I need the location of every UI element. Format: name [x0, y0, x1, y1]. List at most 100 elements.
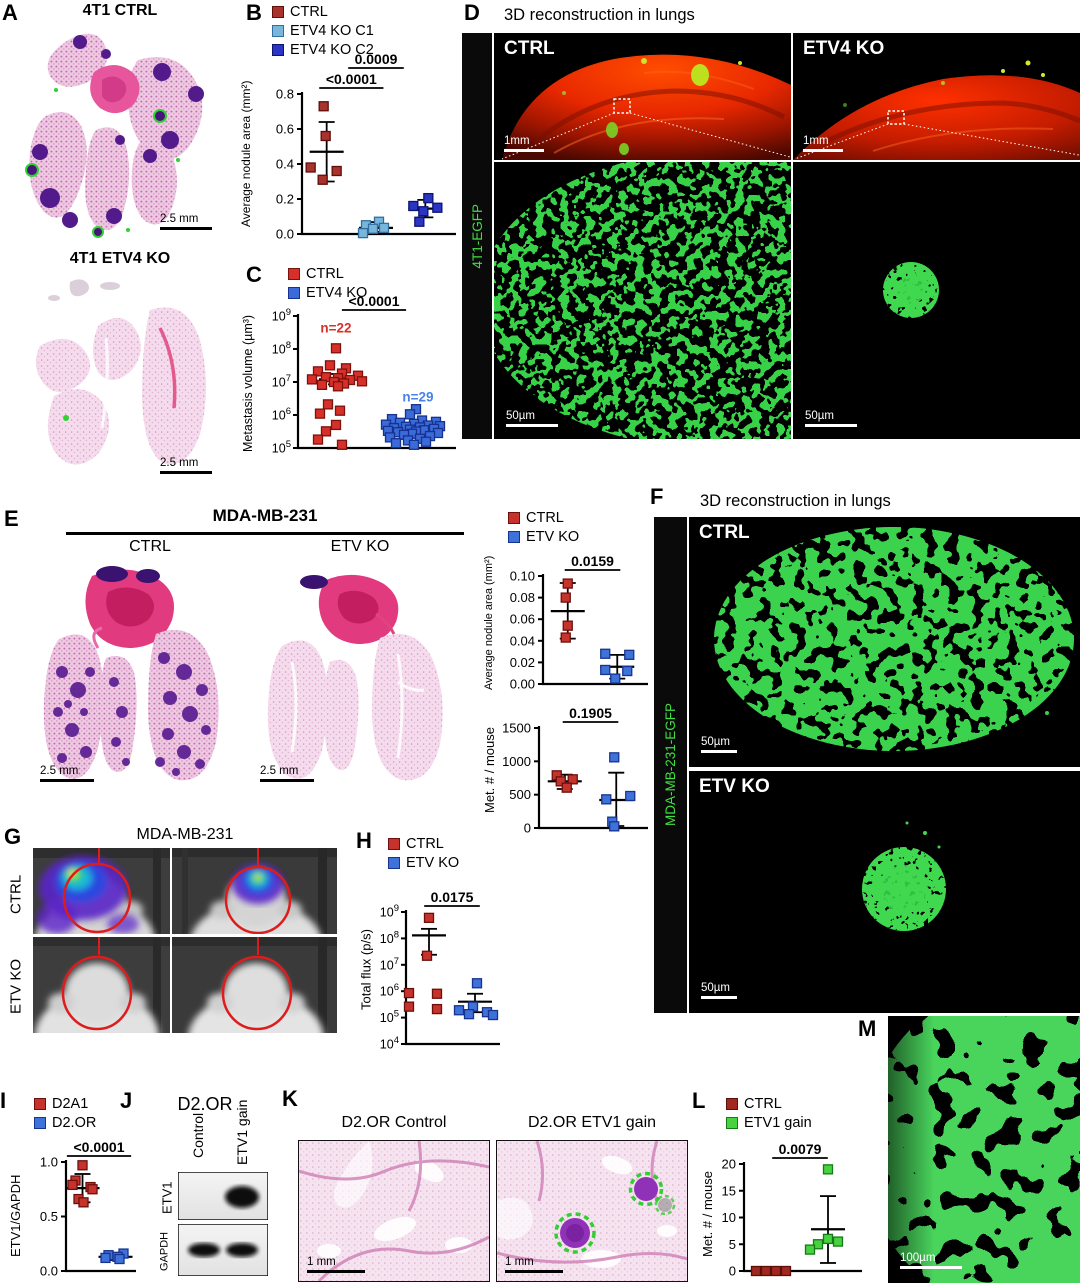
svg-text:0.0: 0.0 [276, 227, 294, 242]
svg-text:0.4: 0.4 [276, 157, 294, 172]
svg-text:108: 108 [272, 340, 291, 357]
panel-b-label: B [246, 0, 262, 25]
scalebar-line [160, 470, 212, 474]
scalebar: 1mm [803, 135, 843, 152]
panel-h-legend: CTRL ETV KO [388, 836, 459, 871]
biolum-etvko-mouse1 [33, 937, 170, 1033]
panel-b-chart: 0.0 0.2 0.4 0.6 0.8 <0.0001 0.0009 [256, 46, 458, 246]
legend-swatch [388, 857, 400, 869]
panel-c-ylabel: Metastasis volume (µm³) [240, 314, 255, 452]
image-label: CTRL [504, 38, 555, 59]
scalebar-line [40, 778, 94, 782]
scalebar-line [701, 995, 737, 999]
legend-label: ETV4 KO C1 [290, 23, 374, 39]
panel-j-label: J [120, 1088, 133, 1113]
svg-text:20: 20 [722, 1157, 736, 1172]
panel-i-legend: D2A1 D2.OR [34, 1096, 96, 1131]
image-label: ETV KO [699, 776, 770, 797]
scalebar-line [307, 1269, 365, 1273]
scalebar: 1mm [504, 135, 544, 152]
panel-g-row1-label: CTRL [7, 874, 25, 914]
reconstruction-mda-ctrl-art [689, 517, 1080, 767]
svg-text:0.0079: 0.0079 [779, 1141, 822, 1157]
legend-label: CTRL [306, 266, 344, 282]
legend-item: ETV4 KO C2 [272, 42, 374, 58]
panel-a-bottom-title: 4T1 ETV4 KO [69, 250, 171, 267]
panel-e-label: E [4, 506, 19, 531]
svg-text:0.0009: 0.0009 [355, 51, 398, 67]
panel-g-label: G [4, 824, 22, 849]
panel-e-chart1-ylabel: Average nodule area (mm²) [483, 555, 495, 691]
legend-swatch [288, 287, 300, 299]
legend-item: ETV1 gain [726, 1115, 812, 1131]
svg-text:0.02: 0.02 [510, 655, 535, 670]
svg-text:500: 500 [509, 787, 531, 802]
svg-text:1500: 1500 [502, 721, 531, 736]
legend-label: ETV1 gain [744, 1115, 812, 1131]
svg-text:109: 109 [380, 903, 399, 920]
legend-swatch [272, 44, 284, 56]
reconstruction-4t1-ctrl-image: 50µm [494, 162, 791, 439]
scalebar-text: 2.5 mm [160, 457, 199, 469]
panel-c-chart: 105 106 107 108 109 <0.0001 n=22 n=29 [258, 288, 458, 460]
legend-swatch [508, 531, 520, 543]
scalebar-text: 2.5 mm [260, 765, 299, 777]
legend-item: CTRL [726, 1096, 812, 1112]
legend-label: CTRL [406, 836, 444, 852]
legend-label: CTRL [526, 510, 564, 526]
legend-item: D2A1 [34, 1096, 96, 1112]
panel-e-chart1: 0.00 0.02 0.04 0.06 0.08 0.10 0.0159 [497, 548, 650, 696]
svg-text:0.0: 0.0 [40, 1264, 58, 1279]
panel-e-legend: CTRL ETV KO [508, 510, 579, 545]
scalebar-line [506, 423, 558, 427]
scalebar-text: 50µm [805, 410, 834, 422]
panel-e-chart2: 0 500 1000 1500 0.1905 [497, 700, 650, 840]
biolum-ctrl-mouse2 [172, 848, 337, 934]
scalebar-text: 50µm [701, 736, 730, 748]
scalebar-line [260, 778, 314, 782]
svg-text:<0.0001: <0.0001 [74, 1139, 125, 1155]
svg-text:0: 0 [729, 1264, 736, 1279]
panel-l-ylabel: Met. # / mouse [700, 1171, 715, 1257]
legend-item: ETV4 KO [288, 285, 367, 301]
scalebar-text: 1mm [803, 135, 829, 147]
panel-f-side-strip: MDA-MB-231-EGFP [654, 517, 687, 1013]
legend-label: ETV KO [526, 529, 580, 545]
scalebar: 100µm [900, 1252, 962, 1269]
reconstruction-4t1-ctrl-art [494, 162, 791, 439]
scalebar-line [504, 148, 544, 152]
panel-k-left-title: D2.OR Control [341, 1114, 447, 1131]
legend-label: D2.OR [52, 1115, 97, 1131]
panel-e-title-underline [66, 532, 464, 535]
svg-text:0.5: 0.5 [40, 1209, 58, 1224]
panel-e-ctrl-title: CTRL [129, 538, 171, 555]
histology-mda-ctrl-image: 2.5 mm [28, 562, 242, 798]
svg-text:0.1905: 0.1905 [569, 705, 612, 721]
panel-a-label: A [2, 0, 18, 25]
svg-text:105: 105 [380, 1009, 399, 1026]
svg-text:0.06: 0.06 [510, 612, 535, 627]
scalebar-line [505, 1269, 563, 1273]
westernblot-gapdh [178, 1224, 268, 1276]
scalebar: 50µm [805, 410, 857, 427]
svg-text:0.04: 0.04 [510, 633, 535, 648]
legend-item: CTRL [388, 836, 459, 852]
panel-f-title: 3D reconstruction in lungs [700, 492, 891, 510]
panel-d-label: D [464, 0, 480, 25]
scalebar: 50µm [506, 410, 558, 427]
panel-j-lane2-label: ETV1 gain [234, 1099, 250, 1165]
panel-l-label: L [692, 1088, 706, 1113]
legend-swatch [272, 25, 284, 37]
panel-e-title: MDA-MB-231 [212, 506, 318, 525]
panel-j-lane1-label: Control [190, 1112, 206, 1158]
svg-text:0.00: 0.00 [510, 677, 535, 692]
panel-h-ylabel: Total flux (p/s) [358, 929, 374, 1011]
panel-k-label: K [282, 1086, 298, 1111]
scalebar-text: 50µm [506, 410, 535, 422]
legend-item: CTRL [508, 510, 579, 526]
panel-b-ylabel: Average nodule area (mm²) [239, 80, 253, 228]
svg-text:<0.0001: <0.0001 [326, 71, 377, 87]
panel-d-side-strip: 4T1-EGFP [462, 33, 492, 439]
svg-text:n=29: n=29 [402, 389, 433, 404]
legend-label: CTRL [744, 1096, 782, 1112]
